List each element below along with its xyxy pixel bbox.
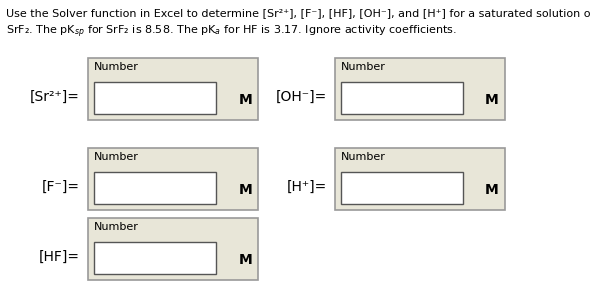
- Text: [F⁻]=: [F⁻]=: [42, 179, 80, 193]
- Text: [HF]=: [HF]=: [39, 249, 80, 263]
- Text: [Sr²⁺]=: [Sr²⁺]=: [30, 90, 80, 103]
- Bar: [88, 218, 258, 280]
- Text: M: M: [485, 183, 499, 197]
- Bar: [88, 58, 258, 120]
- Text: Number: Number: [94, 152, 139, 162]
- Bar: [335, 58, 505, 120]
- Text: [OH⁻]=: [OH⁻]=: [276, 90, 327, 103]
- Text: [H⁺]=: [H⁺]=: [287, 179, 327, 193]
- Text: M: M: [485, 93, 499, 107]
- Text: Number: Number: [341, 62, 386, 72]
- Text: Number: Number: [94, 62, 139, 72]
- Bar: [94, 172, 217, 204]
- Text: Number: Number: [341, 152, 386, 162]
- Bar: [94, 242, 217, 274]
- Text: M: M: [238, 93, 252, 107]
- Text: M: M: [238, 253, 252, 267]
- Text: Number: Number: [94, 222, 139, 232]
- Bar: [341, 172, 463, 204]
- Text: M: M: [238, 183, 252, 197]
- Bar: [94, 82, 217, 114]
- Bar: [335, 148, 505, 210]
- Bar: [341, 82, 463, 114]
- Bar: [88, 148, 258, 210]
- Text: SrF₂. The pK$_{sp}$ for SrF₂ is 8.58. The pK$_{a}$ for HF is 3.17. Ignore activi: SrF₂. The pK$_{sp}$ for SrF₂ is 8.58. Th…: [6, 24, 457, 40]
- Text: Use the Solver function in Excel to determine [Sr²⁺], [F⁻], [HF], [OH⁻], and [H⁺: Use the Solver function in Excel to dete…: [6, 8, 590, 18]
